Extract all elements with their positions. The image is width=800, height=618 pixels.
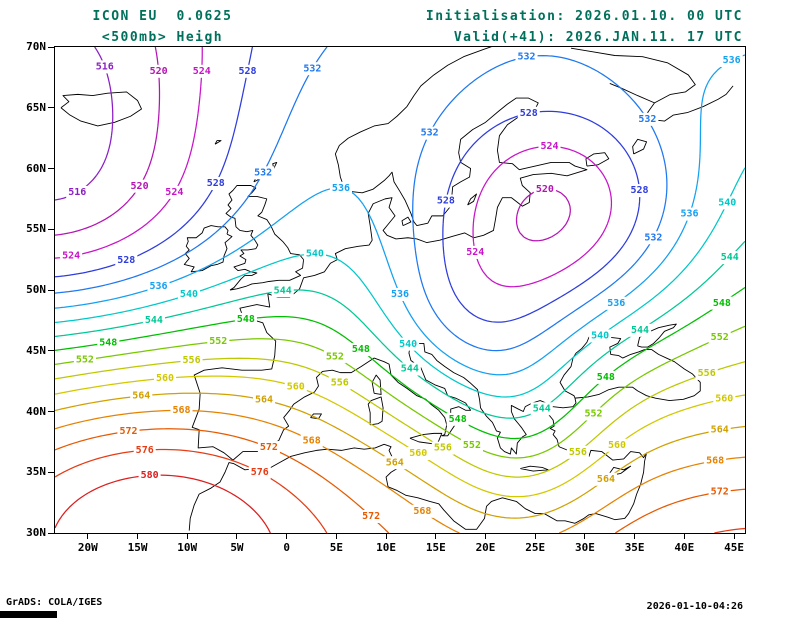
x-tick-mark (485, 534, 486, 539)
x-tick-mark (733, 534, 735, 539)
x-tick-label: 15E (425, 541, 446, 554)
x-tick-mark (137, 534, 139, 539)
x-tick-mark (335, 534, 337, 539)
title-left-block: ICON EU 0.0625 <500mb> Heigh (55, 6, 270, 48)
y-tick-mark (48, 532, 54, 534)
x-tick-mark (584, 534, 586, 539)
y-tick-mark (48, 289, 54, 291)
y-tick-label: 65N (26, 100, 46, 114)
model-title: ICON EU 0.0625 (92, 9, 233, 24)
x-tick-label: 25E (525, 541, 546, 554)
y-tick-mark (48, 471, 54, 473)
x-tick-label: 10E (376, 541, 397, 554)
y-tick-label: 70N (26, 40, 46, 53)
x-tick-mark (236, 534, 238, 539)
y-tick-label: 55N (26, 222, 46, 236)
x-tick-label: 35E (624, 541, 645, 554)
valid-time-label: Valid(+41): 2026.JAN.11. 17 UTC (453, 30, 743, 45)
y-tick-mark (48, 350, 54, 352)
y-tick-label: 40N (26, 404, 46, 418)
x-tick-label: 30E (574, 541, 595, 554)
x-tick-mark (286, 534, 288, 539)
y-tick-label: 35N (26, 465, 46, 479)
x-tick-mark (87, 534, 89, 539)
x-tick-label: 45E (724, 541, 744, 554)
x-tick-mark (683, 534, 685, 539)
x-tick-mark (385, 534, 387, 539)
title-right-block: Initialisation: 2026.01.10. 00 UTC Valid… (426, 6, 743, 48)
y-tick-mark (48, 107, 54, 109)
x-tick-mark (435, 534, 437, 539)
x-tick-label: 0 (283, 541, 290, 554)
creation-timestamp: 2026-01-10-04:26 (646, 601, 743, 612)
y-tick-label: 60N (26, 161, 46, 175)
x-tick-label: 15W (127, 541, 148, 554)
y-tick-mark (48, 168, 54, 169)
y-tick-label: 30N (26, 526, 46, 539)
x-tick-label: 5W (230, 541, 244, 554)
field-title: <500mb> Heigh (101, 30, 224, 45)
grads-credit: GrADS: COLA/IGES (6, 597, 103, 608)
y-tick-mark (48, 411, 54, 412)
x-tick-mark (534, 534, 536, 539)
x-tick-mark (186, 534, 188, 539)
y-tick-label: 45N (26, 343, 46, 357)
y-tick-label: 50N (26, 283, 46, 296)
x-tick-label: 20E (475, 541, 496, 554)
x-tick-label: 5E (329, 541, 343, 554)
init-time-label: Initialisation: 2026.01.10. 00 UTC (425, 9, 743, 24)
x-tick-mark (634, 534, 636, 539)
x-tick-label: 10W (177, 541, 198, 554)
screen-corner-artifact (0, 611, 57, 618)
x-tick-label: 20W (77, 541, 98, 554)
map-plot-area (54, 46, 746, 534)
y-tick-mark (48, 228, 54, 230)
x-tick-label: 40E (674, 541, 695, 554)
y-tick-mark (48, 46, 54, 48)
weather-contour-map-canvas (55, 47, 745, 533)
